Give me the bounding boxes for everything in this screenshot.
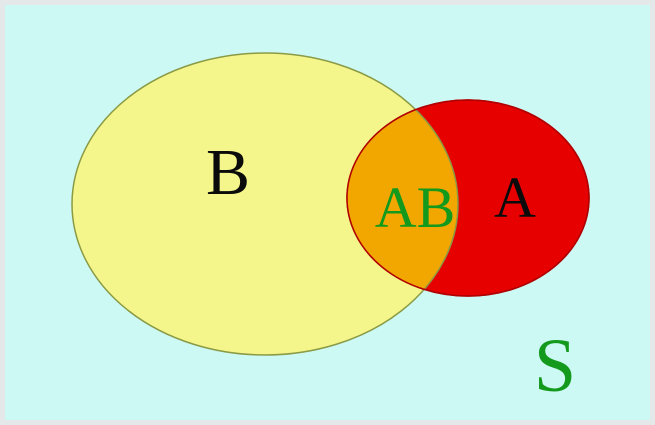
label-ab: AB	[375, 175, 456, 240]
label-a: A	[494, 165, 536, 230]
set-a-outline	[346, 99, 590, 297]
label-s: S	[534, 324, 576, 408]
label-b: B	[206, 136, 250, 209]
